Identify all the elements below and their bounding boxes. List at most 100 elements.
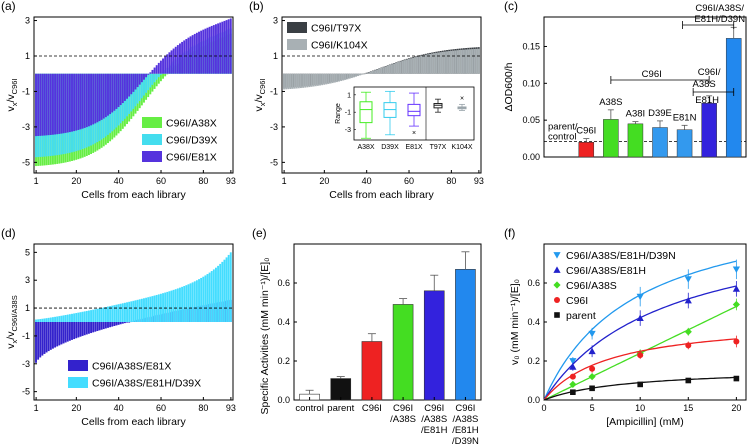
bar-C96I/A38S/E81H/D39N — [725, 38, 742, 158]
bar — [295, 73, 298, 89]
bar — [64, 322, 67, 343]
bar — [208, 272, 211, 322]
bar — [287, 73, 290, 90]
bar — [380, 67, 383, 74]
reference-label: parent/ — [548, 122, 578, 133]
bar-A38S — [603, 119, 619, 158]
bar — [357, 73, 360, 77]
series-C96I/A38S/E81H — [543, 281, 740, 401]
bar — [85, 310, 88, 322]
bar — [115, 304, 118, 322]
bar — [198, 31, 200, 74]
x-tick-label: control — [295, 403, 324, 414]
bar — [200, 30, 203, 74]
bar-label: E81H — [695, 95, 719, 106]
bracket-label: C96I — [642, 69, 662, 80]
bar — [429, 53, 432, 74]
y-label-part: v — [5, 106, 17, 112]
legend-label: C96I/D39X — [166, 135, 217, 147]
bar — [204, 28, 207, 74]
plot-frame — [281, 16, 482, 174]
bar — [98, 308, 101, 322]
bar — [119, 303, 122, 322]
marker — [636, 293, 644, 301]
bar — [147, 73, 150, 75]
bar — [403, 60, 406, 74]
y-tick-label: 5 — [25, 247, 30, 257]
bar — [195, 280, 198, 322]
y-label-part: x — [10, 339, 19, 343]
bar-parent — [330, 378, 352, 401]
bar — [157, 294, 160, 322]
y-label-part: /v — [253, 94, 265, 103]
bar — [329, 73, 332, 84]
marker — [685, 342, 692, 349]
bar — [45, 318, 48, 322]
y-label-part: x — [258, 102, 267, 106]
series-C96I/T97X — [283, 47, 480, 88]
x-tick-label: 20 — [71, 176, 81, 186]
y-label-part: x — [10, 102, 19, 106]
bar — [94, 322, 97, 332]
marker — [554, 297, 560, 303]
bar — [43, 73, 46, 136]
bar-C96I/A38S/E81H — [701, 102, 717, 158]
bar — [422, 55, 425, 74]
legend-label: C96I/A38S/E81X — [92, 361, 171, 373]
bar — [58, 73, 61, 134]
bar — [206, 274, 209, 322]
bar — [323, 73, 326, 85]
bar — [138, 73, 141, 85]
bar — [66, 322, 69, 342]
y-tick-label: -3 — [22, 122, 30, 132]
y-axis-label: vx/vC96I/A38S — [5, 295, 19, 348]
series-C96I/E81X — [35, 18, 232, 137]
bar-C96I — [361, 341, 383, 401]
reference-label: control — [548, 132, 577, 143]
bar — [98, 322, 101, 331]
bar — [130, 301, 133, 322]
bar — [149, 296, 152, 322]
bar-label: C96I/A38S/ — [695, 3, 744, 14]
bar — [179, 43, 181, 74]
bar — [463, 49, 465, 74]
bar — [458, 49, 461, 74]
x-tick-label: 60 — [404, 176, 414, 186]
y-tick-label: 3 — [25, 16, 30, 26]
bar — [111, 322, 114, 327]
bar — [448, 51, 451, 74]
bar — [136, 73, 139, 104]
bar — [395, 62, 398, 74]
panel-label: (c) — [504, 0, 518, 13]
bar — [310, 73, 313, 87]
x-tick-label: 5 — [590, 403, 595, 413]
bar — [162, 58, 164, 74]
legend-swatch — [287, 39, 307, 50]
bar — [113, 322, 116, 327]
y-tick-label: 0.4 — [277, 317, 290, 327]
bar — [37, 319, 40, 322]
bar — [212, 269, 215, 322]
plot-frame — [33, 16, 234, 174]
bar — [215, 267, 217, 322]
bar — [405, 59, 408, 74]
bar — [117, 322, 120, 325]
bar — [87, 73, 90, 127]
bar — [51, 317, 54, 322]
bar — [437, 52, 440, 74]
legend-swatch — [68, 377, 88, 388]
bar — [227, 19, 230, 74]
bar — [39, 319, 42, 322]
bar — [191, 35, 194, 74]
bar — [443, 51, 446, 74]
y-tick-label: 0.00 — [522, 152, 540, 162]
marker — [732, 266, 740, 273]
bar — [446, 51, 448, 74]
bar — [147, 297, 150, 322]
bar — [66, 314, 69, 322]
marker — [684, 276, 692, 283]
panel-e: 0.0 0.2 0.4 0.6 Specific Activities (mM min⁻… — [252, 226, 482, 447]
panel-b: -5 -3 -1 1 3 1 20 40 60 80 93 Cells from each libra… — [249, 0, 484, 201]
bar — [355, 73, 357, 77]
bar — [62, 315, 65, 322]
